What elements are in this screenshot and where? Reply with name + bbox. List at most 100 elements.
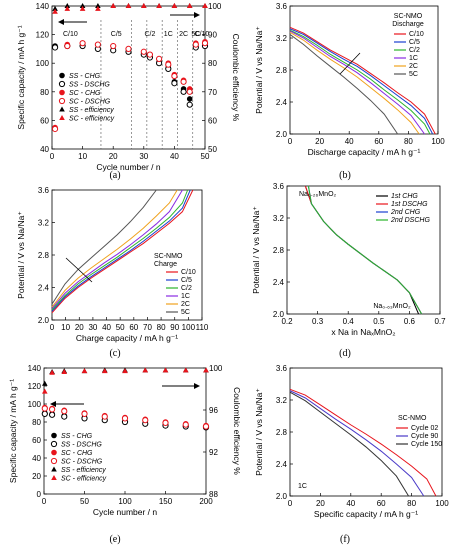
- y-tick-label: 3.2: [273, 214, 285, 223]
- x-tick-label: 20: [316, 499, 325, 508]
- y-tick-label: 3.6: [38, 186, 50, 195]
- data-point: [121, 415, 129, 422]
- legend-label: SC - efficiency: [69, 116, 115, 123]
- data-point: [162, 419, 169, 426]
- data-point: [125, 3, 132, 8]
- x-tick-label: 150: [159, 497, 173, 506]
- series-line: [307, 185, 423, 315]
- rate-label: C/5: [111, 31, 122, 38]
- legend-title: SC-NMO: [154, 253, 183, 260]
- x-tick-label: 50: [201, 152, 210, 161]
- x-tick-label: 10: [78, 152, 87, 161]
- y-tick-label: 2.8: [273, 246, 285, 255]
- x-tick-label: 100: [431, 137, 445, 146]
- series-line: [289, 26, 436, 135]
- legend-label: SS - DSCHG: [69, 82, 110, 89]
- data-point: [156, 3, 162, 8]
- legend-title: SC-NMO: [398, 415, 427, 422]
- x-tick-label: 100: [435, 499, 449, 508]
- y2-tick-label: 80: [208, 59, 217, 68]
- data-point: [162, 367, 169, 373]
- series-line: [289, 390, 425, 497]
- x-tick-label: 0: [50, 152, 55, 161]
- x-tick-label: 40: [102, 323, 111, 332]
- x-tick-label: 200: [199, 497, 213, 506]
- legend-label: 2C: [181, 301, 190, 308]
- x-tick-label: 0: [50, 323, 55, 332]
- x-tick-label: 0.2: [281, 317, 293, 326]
- x-tick-label: 60: [374, 137, 383, 146]
- x-tick-label: 90: [170, 323, 179, 332]
- data-point: [165, 61, 172, 68]
- y-tick-label: 2.0: [276, 492, 288, 501]
- y-axis-label: Specific capacity / mA h g⁻¹: [8, 379, 18, 483]
- legend-label: C/10: [181, 269, 196, 276]
- x-tick-label: 110: [196, 323, 209, 332]
- legend-title: Discharge: [392, 21, 424, 28]
- data-point: [142, 417, 149, 424]
- y-tick-label: 2.8: [276, 66, 288, 75]
- y2-tick-label: 88: [209, 490, 218, 499]
- data-point: [79, 3, 86, 8]
- data-point: [146, 51, 154, 58]
- arrow-head: [58, 19, 64, 25]
- x-tick-label: 80: [407, 499, 416, 508]
- data-point: [42, 388, 48, 394]
- y-tick-label: 100: [36, 59, 50, 68]
- legend-label: Cycle 90: [411, 433, 438, 440]
- x-tick-label: 0.3: [312, 317, 324, 326]
- series-line: [289, 29, 431, 135]
- legend-label: 2nd DSCHG: [390, 217, 430, 224]
- x-axis-label: x Na in NaₓMnO₂: [331, 327, 395, 337]
- legend-title: Charge: [154, 261, 177, 268]
- x-axis-label: Specific capacity / mA h g⁻¹: [314, 509, 418, 519]
- data-point: [42, 380, 48, 386]
- data-point: [61, 413, 68, 420]
- legend-label: SS - efficiency: [61, 467, 106, 474]
- legend-label: SS - CHG: [61, 433, 93, 440]
- legend-label: C/5: [409, 39, 420, 46]
- y-tick-label: 3.2: [276, 396, 288, 405]
- x-tick-label: 10: [61, 323, 70, 332]
- data-point: [51, 449, 57, 456]
- legend-label: SC - DSCHG: [61, 459, 103, 466]
- data-point: [110, 3, 116, 8]
- legend-label: Cycle 150: [411, 441, 442, 448]
- y-tick-label: 2.4: [38, 284, 50, 293]
- series-line: [51, 189, 178, 308]
- y2-axis-label: Coulombic efficiency %: [232, 387, 242, 475]
- data-point: [79, 5, 86, 11]
- x-axis-label: Charge capacity / mA h g⁻¹: [76, 333, 178, 343]
- y-tick-label: 3.6: [276, 2, 288, 11]
- y2-tick-label: 90: [208, 31, 217, 40]
- y-tick-label: 2.4: [276, 98, 288, 107]
- x-tick-label: 100: [182, 323, 196, 332]
- arrow-head: [50, 401, 56, 407]
- data-point: [95, 5, 101, 11]
- y-axis-label: Potential / V vs Na/Na⁺: [254, 388, 264, 476]
- y-tick-label: 40: [32, 454, 41, 463]
- legend-label: C/5: [181, 277, 192, 284]
- y-tick-label: 3.6: [273, 182, 285, 191]
- x-tick-label: 20: [315, 137, 324, 146]
- annotation-label: Na₀.₂₆MnO₂: [299, 191, 337, 198]
- plot-frame-f: [289, 367, 443, 497]
- x-tick-label: 20: [75, 323, 84, 332]
- y-axis-label: Potential / V vs Na/Na⁺: [16, 211, 26, 299]
- data-point: [182, 367, 189, 373]
- data-point: [101, 368, 108, 374]
- data-point: [171, 80, 178, 87]
- trend-arrow: [65, 257, 93, 283]
- data-point: [61, 408, 68, 415]
- x-tick-label: 0.7: [434, 317, 446, 326]
- x-tick-label: 70: [143, 323, 152, 332]
- y-tick-label: 80: [32, 418, 41, 427]
- x-tick-label: 20: [109, 152, 118, 161]
- legend-label: 5C: [181, 309, 190, 316]
- data-point: [49, 369, 55, 375]
- x-tick-label: 0.4: [343, 317, 355, 326]
- data-point: [180, 78, 187, 85]
- y-tick-label: 140: [36, 2, 50, 11]
- y2-tick-label: 92: [209, 448, 218, 457]
- y-tick-label: 0: [37, 490, 42, 499]
